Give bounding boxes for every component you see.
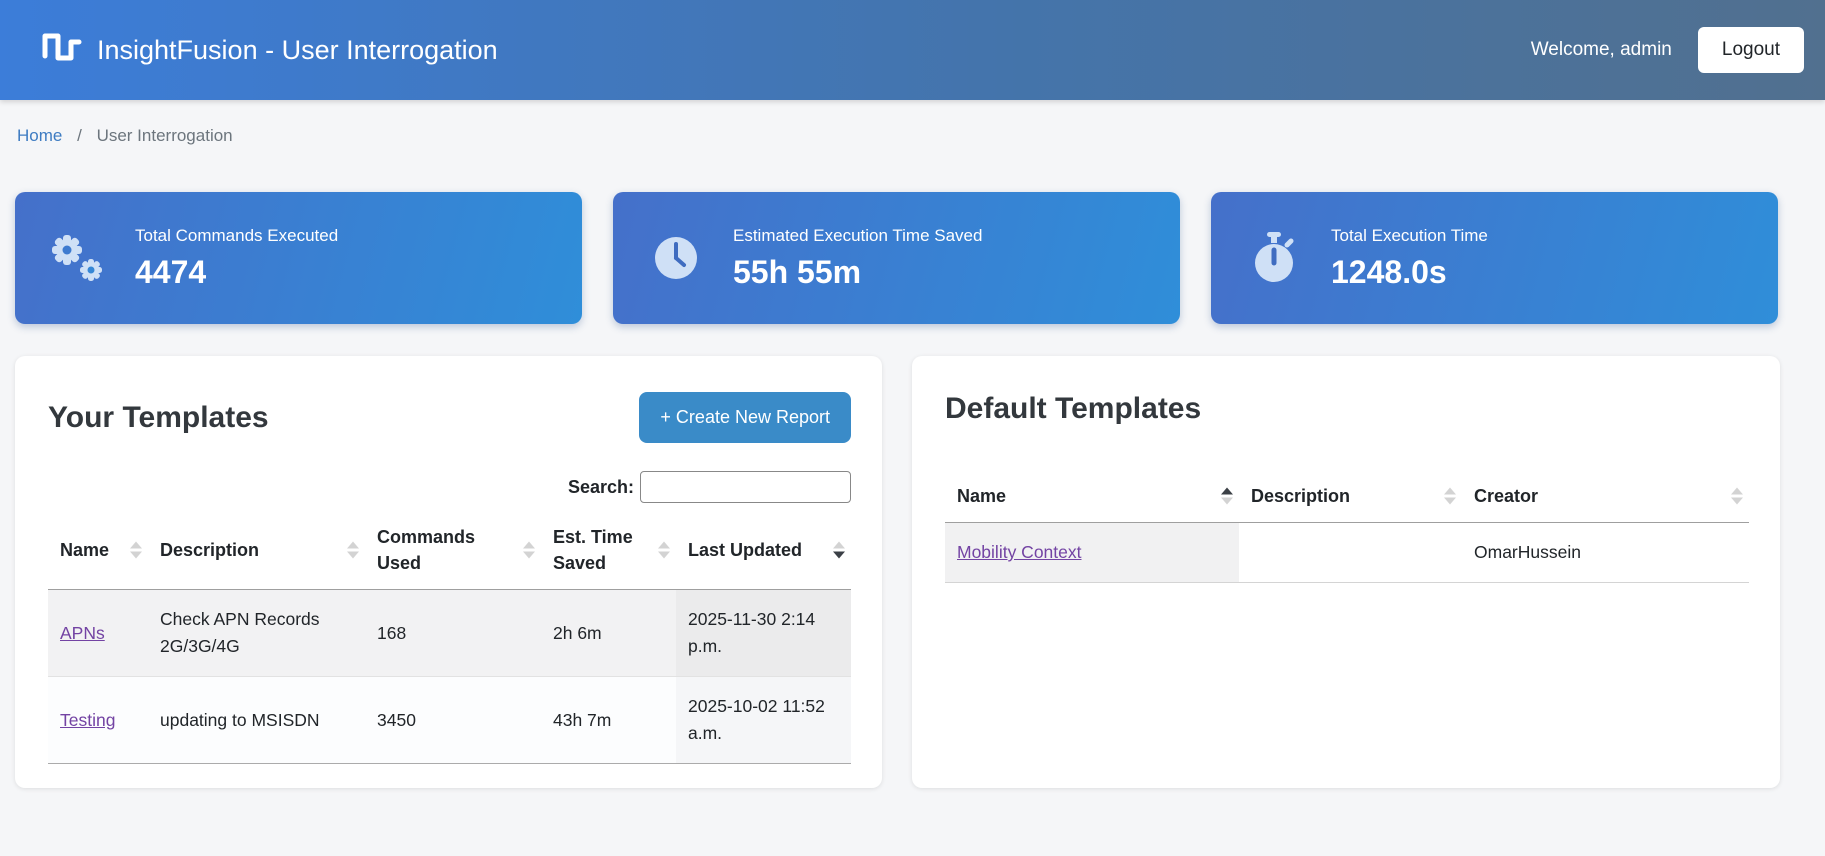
welcome-text: Welcome, admin [1530,39,1672,60]
sort-icon [658,541,670,559]
app-header: InsightFusion - User Interrogation Welco… [0,0,1825,100]
template-link[interactable]: APNs [60,622,105,643]
column-header-description[interactable]: Description [1239,470,1462,524]
breadcrumb-current: User Interrogation [96,126,233,145]
commands-used-cell: 168 [377,622,407,643]
stat-value: 1248.0s [1331,253,1447,290]
default-templates-panel: Default Templates Name Description Cre [912,356,1780,789]
your-templates-header: Your Templates + Create New Report [48,392,851,443]
breadcrumb: Home / User Interrogation [17,126,1825,146]
app-title: InsightFusion - User Interrogation [97,34,498,65]
table-row: APNs Check APN Records 2G/3G/4G 168 2h 6… [48,589,851,677]
default-templates-title: Default Templates [945,392,1202,425]
stat-text: Estimated Execution Time Saved 55h 55m [733,226,982,291]
column-header-last-updated[interactable]: Last Updated [676,511,851,591]
clock-icon [643,234,709,282]
sort-icon [1731,487,1743,505]
your-templates-panel: Your Templates + Create New Report Searc… [15,356,882,789]
sort-icon [1444,487,1456,505]
stat-label: Total Commands Executed [135,225,339,245]
table-row: Testing updating to MSISDN 3450 43h 7m 2… [48,676,851,764]
sort-icon [347,541,359,559]
default-templates-table: Name Description Creator Mobility Contex [945,470,1749,583]
sort-icon [130,541,142,559]
breadcrumb-home-link[interactable]: Home [17,126,63,145]
your-templates-table: Name Description Commands Used Est. Time… [48,511,851,764]
stat-card-total-commands: Total Commands Executed 4474 [15,192,582,324]
search-row: Search: [48,471,851,503]
stopwatch-icon [1241,232,1307,284]
template-link[interactable]: Mobility Context [957,542,1082,563]
search-input[interactable] [640,471,851,503]
stat-card-time-saved: Estimated Execution Time Saved 55h 55m [613,192,1180,324]
column-header-creator[interactable]: Creator [1462,470,1749,524]
table-header-row: Name Description Creator [945,470,1749,524]
sort-asc-icon [1221,487,1233,505]
description-cell: updating to MSISDN [160,709,320,730]
description-cell: Check APN Records 2G/3G/4G [160,609,320,657]
column-header-description[interactable]: Description [148,511,365,591]
sort-desc-icon [833,541,845,559]
creator-cell: OmarHussein [1474,542,1581,563]
last-updated-cell: 2025-10-02 11:52 a.m. [676,676,851,764]
table-header-row: Name Description Commands Used Est. Time… [48,511,851,591]
stat-label: Estimated Execution Time Saved [733,225,983,245]
template-name-cell: Testing [48,677,148,764]
pulse-logo-icon [42,30,82,71]
commands-used-cell: 3450 [377,709,416,730]
search-label: Search: [567,476,634,497]
stat-card-total-execution-time: Total Execution Time 1248.0s [1211,192,1778,324]
stat-text: Total Execution Time 1248.0s [1331,226,1488,291]
column-header-name[interactable]: Name [48,511,148,591]
logout-button[interactable]: Logout [1697,27,1804,73]
table-row: Mobility Context OmarHussein [945,522,1749,583]
stat-value: 55h 55m [733,253,862,290]
sort-icon [523,541,535,559]
template-name-cell: APNs [48,590,148,677]
header-right: Welcome, admin Logout [1531,27,1804,73]
column-header-commands-used[interactable]: Commands Used [365,511,541,591]
est-time-saved-cell: 2h 6m [553,622,602,643]
stat-value: 4474 [135,253,207,290]
column-header-name[interactable]: Name [945,470,1239,524]
stat-text: Total Commands Executed 4474 [135,226,338,291]
template-name-cell: Mobility Context [945,522,1239,583]
stats-row: Total Commands Executed 4474 Estimated E… [15,192,1778,324]
stat-label: Total Execution Time [1331,225,1488,245]
panels-row: Your Templates + Create New Report Searc… [15,356,1780,789]
create-new-report-button[interactable]: + Create New Report [639,392,851,443]
last-updated-cell: 2025-11-30 2:14 p.m. [676,589,851,677]
your-templates-title: Your Templates [48,400,269,434]
gears-icon [45,231,111,285]
column-header-est-time-saved[interactable]: Est. Time Saved [541,511,676,591]
description-cell [1239,523,1462,583]
brand[interactable]: InsightFusion - User Interrogation [42,30,498,71]
est-time-saved-cell: 43h 7m [553,709,612,730]
breadcrumb-separator: / [77,126,82,145]
template-link[interactable]: Testing [60,709,116,730]
